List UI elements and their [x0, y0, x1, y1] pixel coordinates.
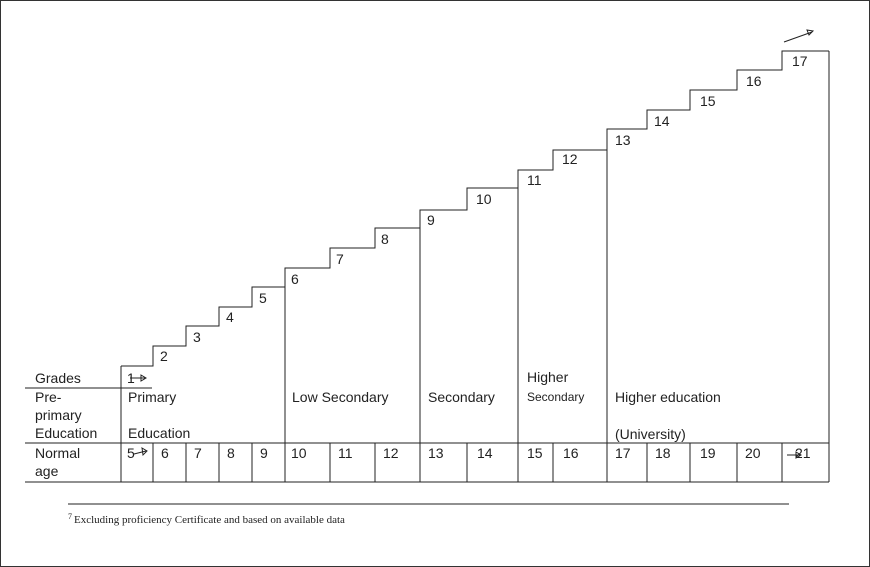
- university-stage-label: (University): [615, 426, 686, 442]
- age-label: 19: [700, 445, 716, 461]
- grade-label: 1: [127, 370, 135, 386]
- age-label: 11: [338, 445, 353, 461]
- grade-label: 11: [527, 172, 542, 188]
- age-label: 10: [291, 445, 307, 461]
- higher-secondary-stage-label: Higher: [527, 369, 569, 385]
- age-label: 15: [527, 445, 543, 461]
- grade-label: 17: [792, 53, 808, 69]
- higher-education-stage-label: Higher education: [615, 389, 721, 405]
- normal-age-label-line2: age: [35, 463, 59, 479]
- grade-label: 15: [700, 93, 716, 109]
- grade-label: 14: [654, 113, 670, 129]
- preprimary-label-line1: Pre-: [35, 389, 62, 405]
- grade-label: 12: [562, 151, 578, 167]
- grade-1-arrow-icon: [130, 374, 147, 382]
- primary-stage-label: Primary: [128, 389, 176, 405]
- grades-row-label: Grades: [35, 370, 81, 386]
- secondary-stage-label: Secondary: [428, 389, 495, 405]
- age-label: 14: [477, 445, 493, 461]
- age-label: 12: [383, 445, 399, 461]
- age-label: 17: [615, 445, 631, 461]
- grade-label: 4: [226, 309, 234, 325]
- age-label: 6: [161, 445, 169, 461]
- grade-label: 16: [746, 73, 762, 89]
- age-labels: 5 6 7 8 9 10 11 12 13 14 15 16 17 18 19 …: [127, 445, 811, 461]
- age-label: 13: [428, 445, 444, 461]
- age-label: 8: [227, 445, 235, 461]
- low-secondary-stage-label: Low Secondary: [292, 389, 389, 405]
- footnote-marker: 7: [68, 512, 72, 521]
- age-label: 5: [127, 445, 135, 461]
- grade-label: 3: [193, 329, 201, 345]
- primary-stage-label-line2: Education: [128, 425, 190, 441]
- footnote-text: Excluding proficiency Certificate and ba…: [74, 514, 345, 526]
- preprimary-label-line3: Education: [35, 425, 97, 441]
- grade-labels: 1 2 3 4 5 6 7 8 9 10 11 12 13 14 15 16 1…: [127, 53, 808, 386]
- grade-label: 6: [291, 271, 299, 287]
- age-21-arrow-icon: [787, 451, 802, 459]
- preprimary-label-line2: primary: [35, 407, 82, 423]
- grade-staircase: [121, 50, 829, 367]
- grade-label: 5: [259, 290, 267, 306]
- age-column-separators: [152, 443, 830, 482]
- grade-label: 9: [427, 212, 435, 228]
- age-5-arrow-icon: [133, 447, 148, 457]
- continuation-arrow-icon: [783, 29, 815, 43]
- higher-secondary-stage-label-line2: Secondary: [527, 390, 584, 404]
- grade-label: 2: [160, 348, 168, 364]
- age-label: 7: [194, 445, 202, 461]
- grade-label: 13: [615, 132, 631, 148]
- age-label: 9: [260, 445, 268, 461]
- age-label: 16: [563, 445, 579, 461]
- grade-label: 8: [381, 231, 389, 247]
- age-label: 21: [795, 445, 811, 461]
- age-label: 20: [745, 445, 761, 461]
- age-label: 18: [655, 445, 671, 461]
- normal-age-label-line1: Normal: [35, 445, 80, 461]
- grade-label: 10: [476, 191, 492, 207]
- grade-label: 7: [336, 251, 344, 267]
